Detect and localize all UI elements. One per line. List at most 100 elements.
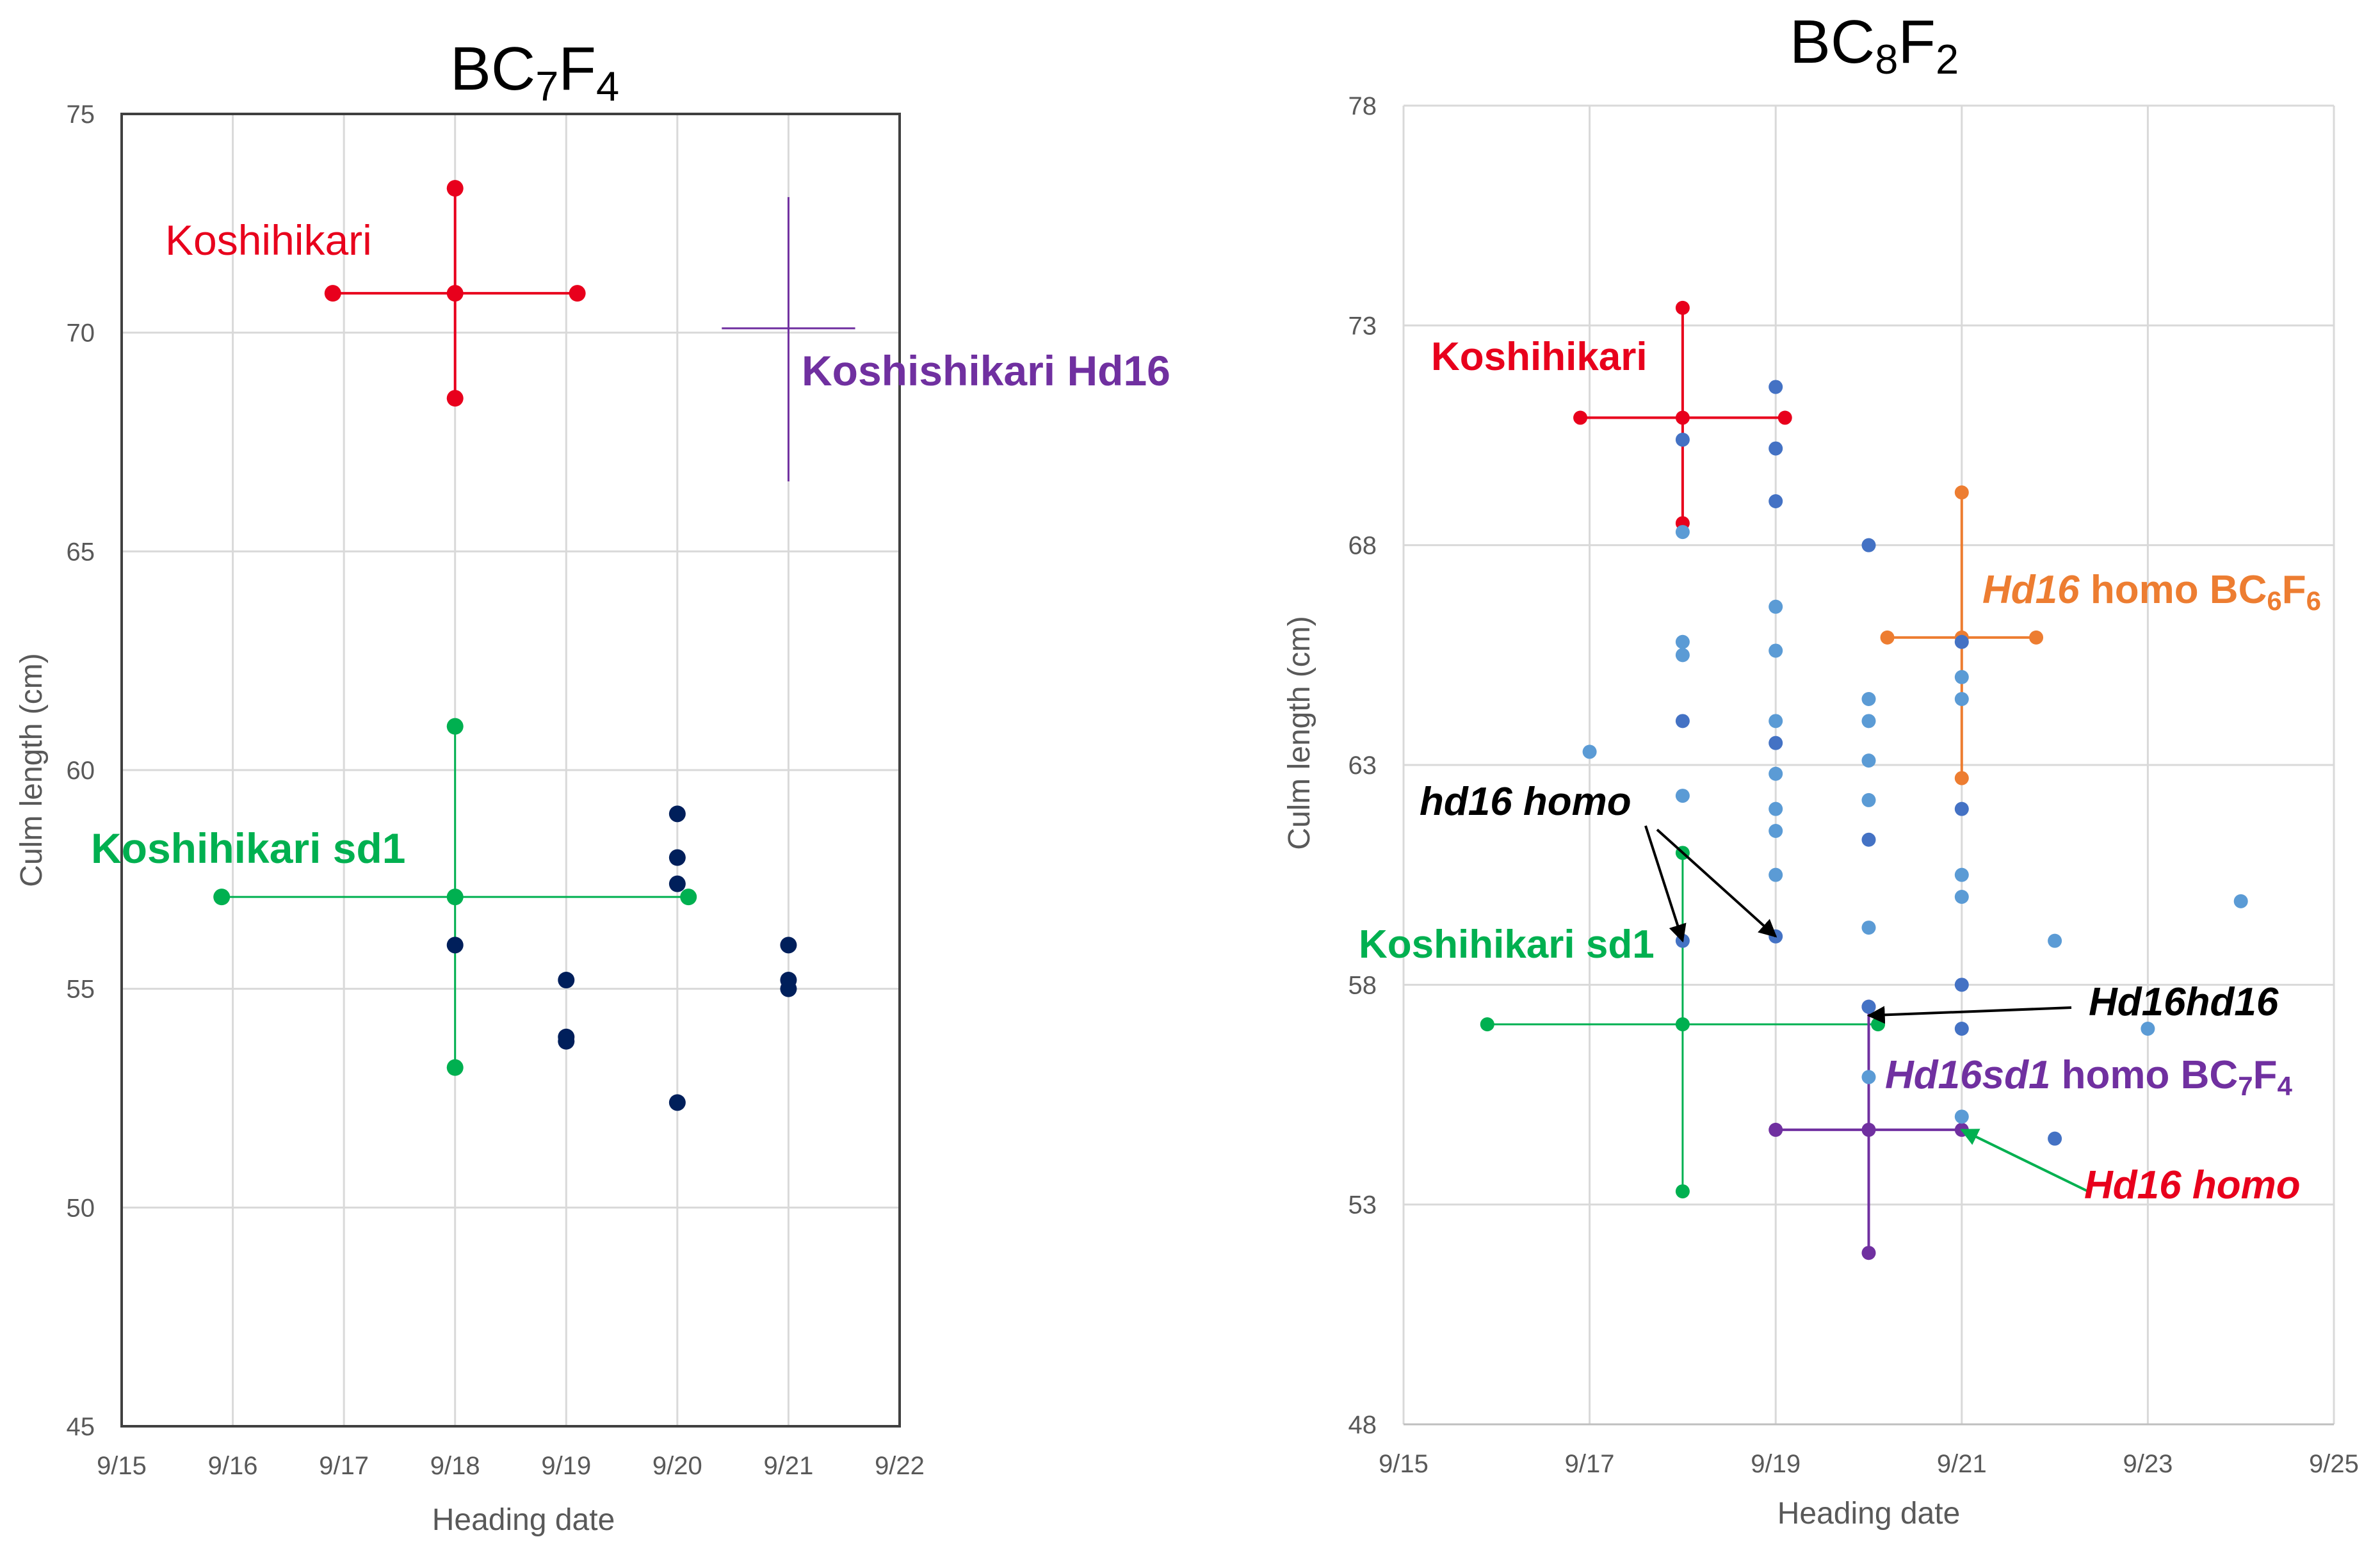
data-point — [1954, 634, 1969, 649]
data-point — [1861, 714, 1876, 728]
label-koshihikari: Koshihikari — [1431, 335, 1647, 379]
data-point — [2233, 894, 2248, 908]
x-tick-label: 9/20 — [652, 1452, 702, 1480]
x-tick-label: 9/15 — [1379, 1450, 1429, 1478]
data-point — [1954, 801, 1969, 816]
cross-marker — [569, 285, 586, 302]
x-tick-label: 9/17 — [1565, 1450, 1615, 1478]
scatter-series-0 — [446, 805, 797, 1111]
x-tick-label: 9/21 — [1937, 1450, 1987, 1478]
label-koshihikari: Koshihikari — [165, 216, 372, 264]
data-point — [668, 805, 686, 823]
data-point — [1769, 643, 1783, 658]
gridlines — [120, 113, 901, 1428]
cross-koshihikari — [1573, 300, 1792, 531]
data-point — [668, 875, 686, 892]
data-point — [1582, 744, 1597, 759]
cross-marker — [446, 390, 464, 407]
cross-marker — [446, 285, 464, 302]
y-axis-label: Culm length (cm) — [1283, 616, 1316, 849]
scatter-series-1 — [1675, 380, 2062, 1146]
x-tick-label: 9/18 — [430, 1452, 480, 1480]
data-point — [1861, 832, 1876, 847]
cross-marker — [1675, 300, 1690, 315]
data-point — [668, 1094, 686, 1111]
arrow-hd16-homo — [1644, 825, 1687, 943]
y-tick-label: 68 — [1348, 532, 1377, 560]
cross-marker — [1954, 485, 1969, 500]
data-point — [1675, 789, 1690, 803]
data-point — [1861, 921, 1876, 935]
data-point — [1675, 432, 1690, 447]
data-point — [1769, 867, 1783, 882]
data-point — [446, 937, 464, 954]
cross-marker — [324, 285, 341, 302]
cross-marker — [1769, 1122, 1783, 1137]
data-point — [1769, 766, 1783, 781]
data-point — [1769, 441, 1783, 456]
cross-marker — [1861, 1122, 1876, 1137]
cross-marker — [1675, 410, 1690, 425]
cross-marker — [680, 889, 697, 906]
label-hd16-homo: hd16 homo — [1420, 780, 1631, 824]
cross-marker — [1871, 1017, 1886, 1032]
data-point — [1675, 525, 1690, 540]
x-tick-label: 9/21 — [763, 1452, 813, 1480]
data-point — [1675, 714, 1690, 728]
label-koshihikari-sd1: Koshihikari sd1 — [91, 825, 406, 872]
data-point — [1769, 714, 1783, 728]
label-hd16hd16: Hd16hd16 — [2089, 980, 2279, 1024]
data-point — [1675, 634, 1690, 649]
y-tick-label: 60 — [67, 757, 95, 785]
cross-koshishikari-hd16 — [722, 197, 855, 481]
cross-marker — [1861, 1246, 1876, 1260]
chart-bc8f2: 9/15 9/17 9/19 9/21 9/23 9/25 48 53 58 63 68 73 78 He… — [1283, 8, 2359, 1531]
x-tick-label: 9/25 — [2309, 1450, 2359, 1478]
data-point — [780, 980, 797, 997]
cross-marker — [1777, 410, 1792, 425]
cross-hd16sd1-homo-bc7f4 — [1769, 999, 1969, 1260]
cross-marker — [2029, 630, 2044, 645]
x-axis-label: Heading date — [1777, 1497, 1961, 1531]
data-point — [1769, 736, 1783, 750]
label-koshishikari-hd16: Koshishikari Hd16 — [802, 347, 1170, 394]
y-tick-label: 70 — [67, 319, 95, 348]
y-tick-label: 65 — [67, 538, 95, 566]
plot-border — [120, 113, 901, 1428]
y-tick-label: 45 — [67, 1413, 95, 1441]
x-tick-label: 9/17 — [319, 1452, 369, 1480]
cross-koshihikari-sd1 — [1480, 846, 1886, 1199]
x-tick-label: 9/16 — [208, 1452, 258, 1480]
cross-marker — [1954, 771, 1969, 785]
data-point — [1769, 380, 1783, 394]
x-tick-label: 9/15 — [97, 1452, 147, 1480]
data-point — [1861, 1070, 1876, 1084]
data-point — [1861, 538, 1876, 552]
data-point — [1954, 978, 1969, 992]
cross-marker — [1880, 630, 1895, 645]
y-tick-label: 63 — [1348, 752, 1377, 780]
data-point — [1861, 753, 1876, 768]
y-tick-label: 58 — [1348, 971, 1377, 999]
y-tick-label: 53 — [1348, 1191, 1377, 1219]
cross-marker — [1675, 1184, 1690, 1199]
label-hd16sd1-homo-bc7f4: Hd16sd1 homo BC7F4 — [1885, 1053, 2292, 1101]
y-tick-label: 78 — [1348, 92, 1377, 120]
x-tick-label: 9/19 — [1751, 1450, 1801, 1478]
cross-koshihikari-sd1 — [213, 718, 697, 1076]
chart-bc7f4: 9/15 9/16 9/17 9/18 9/19 9/20 9/21 9/22 45 50 55 60… — [15, 35, 1170, 1537]
data-point — [1861, 692, 1876, 706]
data-point — [1769, 494, 1783, 508]
data-point — [1675, 648, 1690, 663]
x-tick-label: 9/22 — [875, 1452, 925, 1480]
y-tick-label: 55 — [67, 976, 95, 1004]
data-point — [1769, 599, 1783, 614]
cross-marker — [446, 889, 464, 906]
chart-title: BC8F2 — [1790, 8, 1959, 83]
data-point — [2048, 1131, 2062, 1146]
arrow-hd16-homo — [1960, 1129, 2090, 1193]
y-tick-label: 75 — [67, 101, 95, 129]
data-point — [1769, 801, 1783, 816]
data-point — [780, 937, 797, 954]
